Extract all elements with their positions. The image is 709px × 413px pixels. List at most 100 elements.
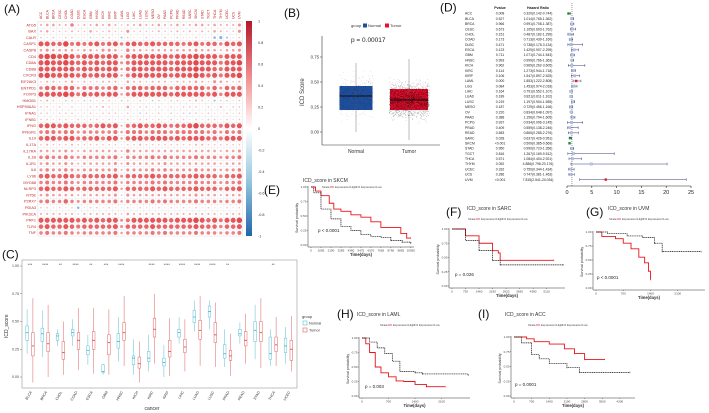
jitter-point <box>390 102 392 104</box>
jitter-point <box>356 98 358 99</box>
jitter-point <box>407 110 409 111</box>
jitter-point <box>395 96 397 98</box>
jitter-point <box>402 103 403 104</box>
heatmap-dot <box>94 66 100 72</box>
jitter-point <box>390 94 391 95</box>
heatmap-dot <box>145 100 147 102</box>
jitter-point <box>416 91 417 92</box>
heatmap-dot <box>138 162 142 165</box>
heatmap-dot <box>95 118 98 121</box>
jitter-point <box>405 93 406 95</box>
heatmap-dot <box>101 155 105 160</box>
legend-title: group <box>351 23 362 28</box>
jitter-point <box>400 115 401 116</box>
jitter-point <box>348 99 349 100</box>
jitter-point <box>357 109 358 111</box>
heatmap-dot <box>188 231 192 235</box>
jitter-point <box>425 109 426 111</box>
jitter-point <box>408 101 410 103</box>
jitter-point <box>414 92 415 94</box>
jitter-point <box>389 99 390 100</box>
jitter-point <box>397 110 398 111</box>
jitter-point <box>418 101 419 103</box>
jitter-point <box>404 93 406 95</box>
jitter-point <box>409 106 411 108</box>
heatmap-dot <box>58 206 61 209</box>
forest-row-marker <box>567 126 579 130</box>
jitter-point <box>420 103 422 105</box>
column-label: KIRP <box>114 10 118 19</box>
jitter-point <box>357 89 359 90</box>
jitter-point <box>402 91 403 92</box>
jitter-point <box>401 99 403 100</box>
box <box>289 340 293 361</box>
jitter-point <box>414 100 416 102</box>
jitter-point <box>423 98 425 100</box>
x-tick-label: 5 <box>590 190 593 196</box>
heatmap-dot <box>77 162 80 165</box>
heatmap-dot <box>45 149 49 153</box>
jitter-point <box>421 113 423 114</box>
jitter-point <box>389 103 391 105</box>
jitter-point <box>404 98 406 100</box>
forest-row-cancer: PRAD <box>465 126 475 130</box>
heatmap-dot <box>126 80 130 84</box>
jitter-point <box>361 92 363 93</box>
jitter-point <box>389 104 390 106</box>
box <box>152 317 157 338</box>
jitter-point <box>422 90 423 91</box>
jitter-point <box>389 104 390 105</box>
heatmap-dot <box>58 48 61 52</box>
row-label: IFNGR1 <box>22 130 36 134</box>
heatmap-dot <box>45 130 50 135</box>
heatmap-dot <box>219 30 222 33</box>
km-legend-label: Expression=Low <box>361 185 383 189</box>
heatmap-dot <box>95 193 99 197</box>
jitter-point <box>401 98 402 99</box>
jitter-point <box>392 106 394 107</box>
jitter-point <box>399 96 401 98</box>
heatmap-dot <box>212 224 217 229</box>
jitter-point <box>409 107 410 108</box>
heatmap-dot <box>100 218 106 223</box>
box <box>213 322 217 343</box>
jitter-point <box>340 91 342 92</box>
jitter-point <box>427 115 429 116</box>
jitter-point <box>422 103 423 105</box>
hr-point <box>569 95 573 98</box>
jitter-point <box>422 98 424 100</box>
heatmap-dot <box>46 37 48 39</box>
jitter-point <box>408 103 410 104</box>
jitter-point <box>414 99 415 101</box>
heatmap-dot <box>213 149 216 153</box>
jitter-point <box>428 105 429 107</box>
jitter-point <box>339 100 340 101</box>
heatmap-dot <box>81 217 87 223</box>
heatmap-dot <box>230 53 236 60</box>
jitter-point <box>400 87 401 88</box>
heatmap-dot <box>82 85 87 91</box>
jitter-point <box>426 99 428 100</box>
jitter-point <box>395 97 396 99</box>
hr-point <box>570 58 574 62</box>
significance-label: *** <box>104 262 109 267</box>
forest-row-hr: 1.084(0.404-2.921) <box>524 157 553 161</box>
heatmap-dot <box>224 224 230 229</box>
jitter-point <box>392 108 394 109</box>
jitter-point <box>424 103 426 104</box>
jitter-point <box>407 103 409 105</box>
heatmap-dot <box>39 193 43 197</box>
jitter-point <box>403 91 404 93</box>
y-tick-label: 0.75 <box>586 244 592 248</box>
heatmap-dot <box>58 212 61 216</box>
heatmap-dot <box>126 180 130 185</box>
jitter-point <box>394 105 396 106</box>
jitter-point <box>402 91 403 92</box>
jitter-point <box>425 108 427 110</box>
jitter-point <box>409 115 410 116</box>
heatmap-dot <box>199 217 205 223</box>
heatmap-dot <box>139 37 141 39</box>
jitter-point <box>394 98 396 99</box>
jitter-point <box>425 97 427 99</box>
jitter-point <box>401 86 403 87</box>
